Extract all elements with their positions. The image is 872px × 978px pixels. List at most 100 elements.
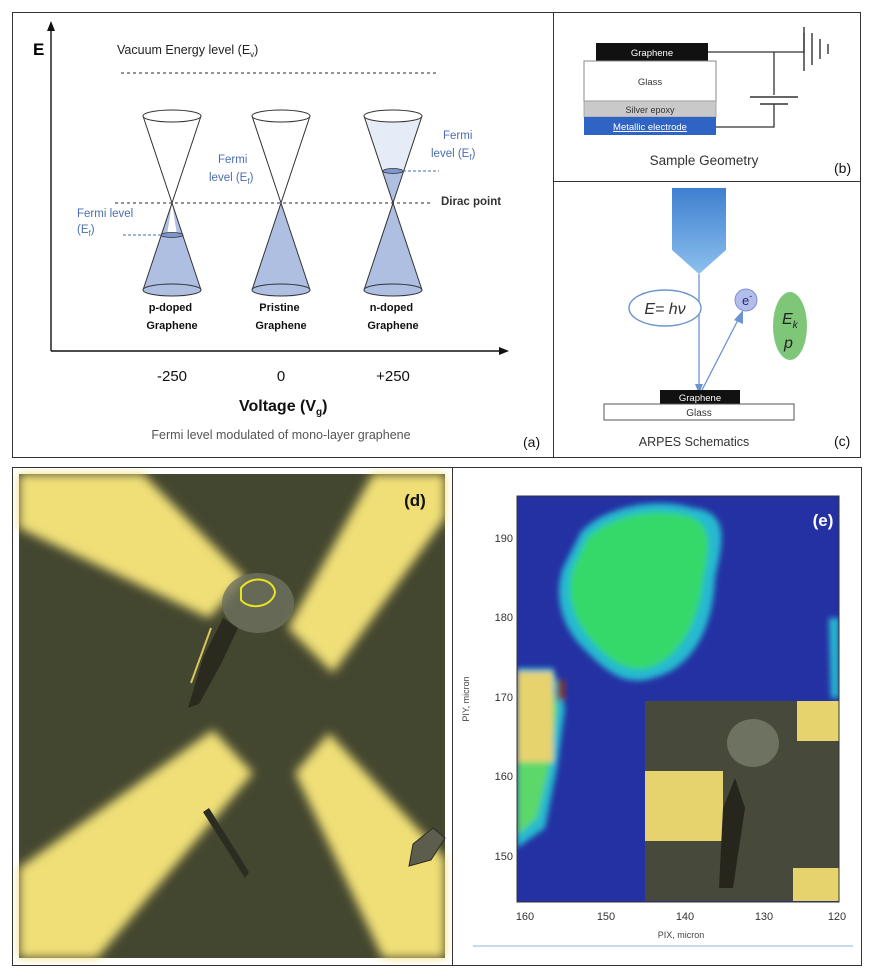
- crack-feature: [188, 618, 238, 708]
- x-tick-plus-250: +250: [376, 368, 410, 385]
- y-tick: 160: [495, 771, 513, 783]
- electron-label: e-: [742, 291, 752, 308]
- panel-a-caption: Fermi level modulated of mono-layer grap…: [151, 428, 410, 442]
- cone-label-pristine: Pristine Graphene: [255, 302, 306, 332]
- x-tick: 120: [828, 911, 846, 923]
- cone-n-doped: [363, 109, 423, 297]
- fermi-label-middle: Fermi level (Ef): [209, 154, 254, 186]
- panel-e-tag: (e): [813, 511, 834, 530]
- glass-substrate: [603, 403, 795, 421]
- cone-label-p-doped: p-doped Graphene: [146, 302, 197, 332]
- inset-gold-top-right: [797, 701, 839, 741]
- cone-upper-light: [364, 116, 422, 171]
- cone-label-n-doped: n-doped Graphene: [367, 302, 418, 332]
- electron-path: [701, 317, 740, 391]
- momentum-energy-bubble: [773, 292, 807, 360]
- hotspot: [557, 680, 565, 700]
- intensity-map: [517, 496, 839, 902]
- photon-arrow: [695, 384, 703, 394]
- x-axis-arrow: [499, 347, 509, 355]
- panel-c-svg: E= hν e- Ek p Graphene Glass ARPES Schem…: [603, 188, 850, 449]
- x-tick: 160: [516, 911, 534, 923]
- x-tick-minus-250: -250: [157, 368, 187, 385]
- graphene-sample-label: Graphene: [679, 393, 721, 404]
- cone-upper-filled: [383, 171, 403, 203]
- graphene-label: Graphene: [631, 48, 673, 59]
- panel-b-tag: (b): [834, 160, 851, 176]
- cone-empty-region: [167, 203, 177, 235]
- inset-crack: [719, 778, 745, 888]
- wire-bottom: [716, 104, 775, 128]
- panel-d-optical-micrograph: (d): [12, 467, 453, 966]
- inset-flake: [727, 719, 779, 767]
- inset-gold-left: [645, 771, 723, 841]
- x-tick: 140: [676, 911, 694, 923]
- panel-d-tag: (d): [404, 491, 426, 510]
- electrode-bottom-right: [295, 733, 445, 958]
- panel-a-svg: E Vacuum Energy level (Ev) Dirac point: [33, 21, 540, 450]
- yellow-region: [517, 672, 553, 762]
- panel-e-spatial-map: 190 180 170 160 150 PIY, micron 160 150 …: [452, 467, 862, 966]
- region-outline-yellow: [240, 578, 277, 608]
- y-tick: 170: [495, 692, 513, 704]
- glass-substrate-label: Glass: [686, 408, 712, 419]
- panel-a-tag: (a): [523, 434, 540, 450]
- fermi-label-left: Fermi level (Ef): [77, 208, 136, 238]
- momentum-label: p: [783, 335, 793, 352]
- electron-bubble: [734, 288, 758, 312]
- y-axis-arrow: [47, 21, 55, 31]
- cone-p-doped: [142, 109, 202, 297]
- x-axis-label: PIX, micron: [658, 930, 705, 940]
- x-tick-0: 0: [277, 368, 285, 385]
- y-tick: 150: [495, 851, 513, 863]
- map-features: [517, 503, 839, 848]
- wire-top: [708, 33, 805, 53]
- panel-b-caption: Sample Geometry: [650, 153, 759, 168]
- panel-c-caption: ARPES Schematics: [639, 435, 749, 449]
- cone-filled-region: [252, 203, 310, 290]
- metallic-electrode-layer: [584, 117, 716, 135]
- panel-a-fermi-level-diagram: E Vacuum Energy level (Ev) Dirac point: [12, 12, 554, 458]
- green-region-top: [569, 512, 709, 670]
- debris-particle: [408, 827, 446, 867]
- metallic-electrode-label: Metallic electrode: [613, 122, 687, 133]
- panel-b-svg: Graphene Glass Silver epoxy Metallic ele…: [583, 27, 851, 176]
- y-axis-ticks: 190 180 170 160 150: [495, 533, 513, 863]
- panel-c-arpes-schematics: E= hν e- Ek p Graphene Glass ARPES Schem…: [553, 181, 861, 458]
- electron-arrow: [734, 310, 743, 324]
- x-tick: 130: [755, 911, 773, 923]
- photon-energy-label: E= hν: [644, 301, 685, 318]
- silver-epoxy-label: Silver epoxy: [625, 105, 675, 115]
- dirac-point-label: Dirac point: [441, 196, 501, 208]
- panel-c-tag: (c): [834, 433, 850, 449]
- glass-label: Glass: [638, 77, 663, 88]
- electrode-top-left: [19, 474, 245, 618]
- fermi-label-right: Fermi level (Ef): [431, 130, 476, 162]
- kinetic-energy-label: Ek: [782, 311, 799, 331]
- x-axis-label: Voltage (Vg): [239, 398, 327, 418]
- gold-electrodes: [19, 474, 445, 958]
- energy-axis-label: E: [33, 40, 44, 59]
- panel-b-sample-geometry: Graphene Glass Silver epoxy Metallic ele…: [553, 12, 861, 182]
- electrode-bottom-left: [19, 730, 253, 958]
- cone-filled-region: [143, 203, 201, 290]
- x-axis-ticks: 160 150 140 130 120: [516, 911, 846, 923]
- cone-pristine: [251, 109, 311, 297]
- y-tick: 190: [495, 533, 513, 545]
- y-tick: 180: [495, 612, 513, 624]
- x-tick: 150: [597, 911, 615, 923]
- graphene-sample: [660, 390, 740, 404]
- map-frame: [516, 495, 840, 903]
- panel-d-svg: (d): [19, 474, 446, 958]
- graphene-flake: [222, 573, 294, 633]
- vacuum-level-label: Vacuum Energy level (Ev): [117, 43, 258, 59]
- scratch-line: [203, 808, 249, 878]
- graphene-layer: [596, 43, 708, 61]
- crack-highlight: [190, 627, 212, 684]
- right-edge-feature: [829, 618, 839, 698]
- photon-energy-bubble: [628, 289, 702, 327]
- panel-e-svg: 190 180 170 160 150 PIY, micron 160 150 …: [461, 495, 853, 947]
- y-axis-label: PIY, micron: [461, 676, 471, 721]
- electrode-top-right: [288, 474, 445, 673]
- inset-gold-bottom-right: [793, 868, 839, 901]
